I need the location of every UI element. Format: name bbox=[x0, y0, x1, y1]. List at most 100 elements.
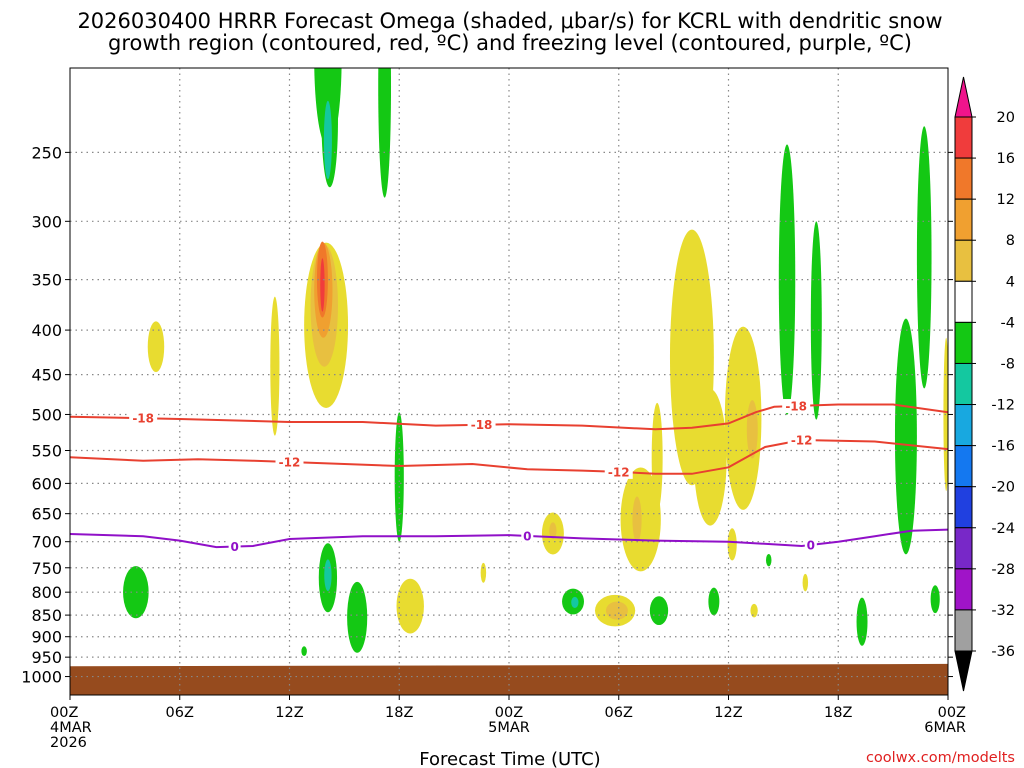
x-tick-label-48-0: 00Z bbox=[938, 705, 966, 721]
omega-region-33 bbox=[727, 528, 737, 561]
omega-region-30 bbox=[693, 389, 727, 526]
x-tick-label-24-0: 00Z bbox=[495, 705, 523, 721]
plot-area: -18 -18 -18 -12 -12 -12 0 0 0 250 300 350 400 450 500 5… bbox=[21, 67, 966, 751]
contour-label-0C-1: 0 bbox=[523, 529, 531, 543]
x-axis-label: Forecast Time (UTC) bbox=[419, 749, 600, 768]
omega-region-39 bbox=[810, 221, 822, 420]
omega-region-34 bbox=[708, 587, 720, 616]
colorbar-cell-7 bbox=[954, 404, 973, 447]
colorbar-label-11: -28 bbox=[991, 562, 1015, 578]
omega-region-41 bbox=[894, 318, 917, 555]
y-tick-label-250: 250 bbox=[31, 143, 62, 162]
contour-label--12C-1: -12 bbox=[608, 465, 630, 479]
colorbar-label-3: 8 bbox=[1006, 233, 1015, 249]
colorbar-cell-8 bbox=[954, 445, 973, 488]
x-tick-label-42-0: 18Z bbox=[824, 705, 852, 721]
y-tick-label-650: 650 bbox=[31, 505, 62, 524]
contour-label-bg-0C-1 bbox=[521, 528, 534, 543]
y-tick-label-1000: 1000 bbox=[21, 668, 62, 687]
omega-region-22 bbox=[571, 596, 579, 608]
colorbar-bottom-arrow bbox=[954, 650, 973, 692]
colorbar-label-7: -12 bbox=[991, 398, 1015, 414]
contour-label-bg--12C-2 bbox=[787, 433, 816, 448]
omega-region-8 bbox=[320, 258, 325, 312]
chart-title-line-2: growth region (contoured, red, ºC) and f… bbox=[108, 31, 912, 55]
contour--12C bbox=[70, 438, 948, 475]
colorbar-cell-11 bbox=[954, 568, 973, 611]
colorbar-cell-1 bbox=[954, 157, 973, 200]
colorbar-cell-10 bbox=[954, 527, 973, 570]
omega-region-3 bbox=[378, 68, 392, 198]
y-tick-label-600: 600 bbox=[31, 474, 62, 493]
colorbar-cell-4 bbox=[954, 280, 973, 323]
omega-region-9 bbox=[270, 296, 280, 436]
y-tick-label-450: 450 bbox=[31, 366, 62, 385]
omega-region-32 bbox=[746, 400, 758, 459]
colorbar-label-2: 12 bbox=[997, 192, 1015, 208]
x-tick-label-48-1: 6MAR bbox=[924, 720, 966, 736]
contour-label--12C-2: -12 bbox=[791, 434, 813, 448]
colorbar-label-6: -8 bbox=[1001, 356, 1015, 372]
colorbar-label-8: -16 bbox=[991, 439, 1015, 455]
omega-region-10 bbox=[147, 321, 165, 373]
contour-label-0C-0: 0 bbox=[230, 540, 238, 554]
contour-0C bbox=[70, 528, 948, 549]
colorbar-label-5: -4 bbox=[1001, 315, 1015, 331]
contour-label--18C-2: -18 bbox=[785, 400, 807, 414]
y-tick-label-700: 700 bbox=[31, 533, 62, 552]
omega-region-17 bbox=[396, 578, 424, 634]
colorbar-label-10: -24 bbox=[991, 521, 1015, 537]
colorbar-cell-12 bbox=[954, 609, 973, 652]
colorbar-cell-0 bbox=[954, 116, 973, 159]
colorbar-label-13: -36 bbox=[991, 644, 1015, 660]
contour-label-bg--18C-1 bbox=[467, 417, 496, 432]
x-tick-label-18-0: 18Z bbox=[385, 705, 413, 721]
y-tick-label-850: 850 bbox=[31, 606, 62, 625]
omega-region-26 bbox=[632, 496, 642, 543]
omega-region-18 bbox=[480, 562, 487, 583]
colorbar-label-1: 16 bbox=[997, 151, 1015, 167]
omega-region-37 bbox=[802, 573, 809, 592]
omega-region-14 bbox=[324, 559, 332, 592]
y-tick-label-400: 400 bbox=[31, 321, 62, 340]
x-tick-label-12-0: 12Z bbox=[275, 705, 303, 721]
omega-region-43 bbox=[930, 585, 940, 614]
omega-region-42 bbox=[916, 126, 932, 389]
contour-label-bg--18C-0 bbox=[129, 411, 158, 426]
y-tick-label-300: 300 bbox=[31, 212, 62, 231]
x-tick-label-0-1: 4MAR bbox=[50, 720, 92, 736]
omega-region-24 bbox=[605, 601, 628, 620]
colorbar-label-9: -20 bbox=[991, 480, 1015, 496]
omega-region-35 bbox=[750, 603, 758, 618]
colorbar-cell-6 bbox=[954, 362, 973, 406]
x-tick-label-24-1: 5MAR bbox=[488, 720, 530, 736]
omega-region-2 bbox=[323, 100, 332, 180]
y-tick-label-950: 950 bbox=[31, 648, 62, 667]
omega-region-11 bbox=[394, 412, 404, 542]
omega-region-38 bbox=[778, 144, 796, 415]
contour-label--18C-1: -18 bbox=[471, 418, 493, 432]
contour-label-bg-0C-0 bbox=[228, 539, 241, 554]
omega-region-27 bbox=[651, 402, 663, 512]
y-tick-label-800: 800 bbox=[31, 583, 62, 602]
contour-label-bg--18C-2 bbox=[782, 399, 811, 414]
omega-region-40 bbox=[856, 597, 868, 646]
credit-text: coolwx.com/modelts bbox=[866, 750, 1015, 766]
colorbar: 20 16 12 8 4 -4 -8 -12 -16 -20 -24 -28 -32 -36 bbox=[954, 76, 1015, 692]
y-tick-label-500: 500 bbox=[31, 405, 62, 424]
contour-label-bg-0C-2 bbox=[804, 537, 817, 552]
colorbar-cell-3 bbox=[954, 239, 973, 282]
x-tick-label-0-2: 2026 bbox=[50, 735, 87, 751]
contour-label-bg--12C-0 bbox=[275, 455, 304, 470]
chart-title-line-1: 2026030400 HRRR Forecast Omega (shaded, … bbox=[77, 9, 942, 33]
x-tick-label-6-0: 06Z bbox=[166, 705, 194, 721]
y-tick-label-350: 350 bbox=[31, 271, 62, 290]
omega-region-12 bbox=[123, 566, 149, 619]
contour-label-0C-2: 0 bbox=[807, 538, 815, 552]
contour-label--12C-0: -12 bbox=[279, 456, 301, 470]
colorbar-cell-5 bbox=[954, 321, 973, 364]
y-tick-label-550: 550 bbox=[31, 442, 62, 461]
contour--18C bbox=[70, 403, 948, 431]
colorbar-cell-2 bbox=[954, 198, 973, 241]
